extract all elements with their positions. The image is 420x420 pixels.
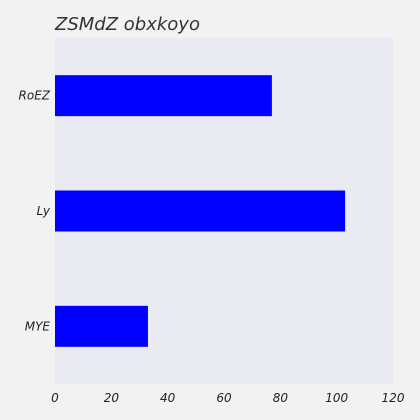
x-tick-label: 0: [51, 391, 59, 405]
y-tick-label: RoEZ: [19, 89, 51, 103]
x-tick-label: 60: [216, 391, 232, 405]
bar-mye: [55, 305, 148, 347]
bar-roez: [55, 75, 272, 117]
bar-ly: [55, 190, 346, 232]
y-tick-label: MYE: [25, 319, 51, 333]
x-tick-label: 40: [160, 391, 176, 405]
bars-layer: [55, 75, 346, 347]
y-tick-labels: RoEZ Ly MYE: [19, 89, 51, 334]
x-tick-label: 120: [382, 391, 405, 405]
x-tick-label: 80: [273, 391, 289, 405]
x-tick-label: 100: [325, 391, 348, 405]
y-tick-label: Ly: [37, 204, 51, 218]
chart-title: ZSMdZ obxkoyo: [54, 14, 200, 35]
x-tick-label: 20: [104, 391, 120, 405]
x-tick-labels: 0 20 40 60 80 100 120: [51, 391, 405, 405]
